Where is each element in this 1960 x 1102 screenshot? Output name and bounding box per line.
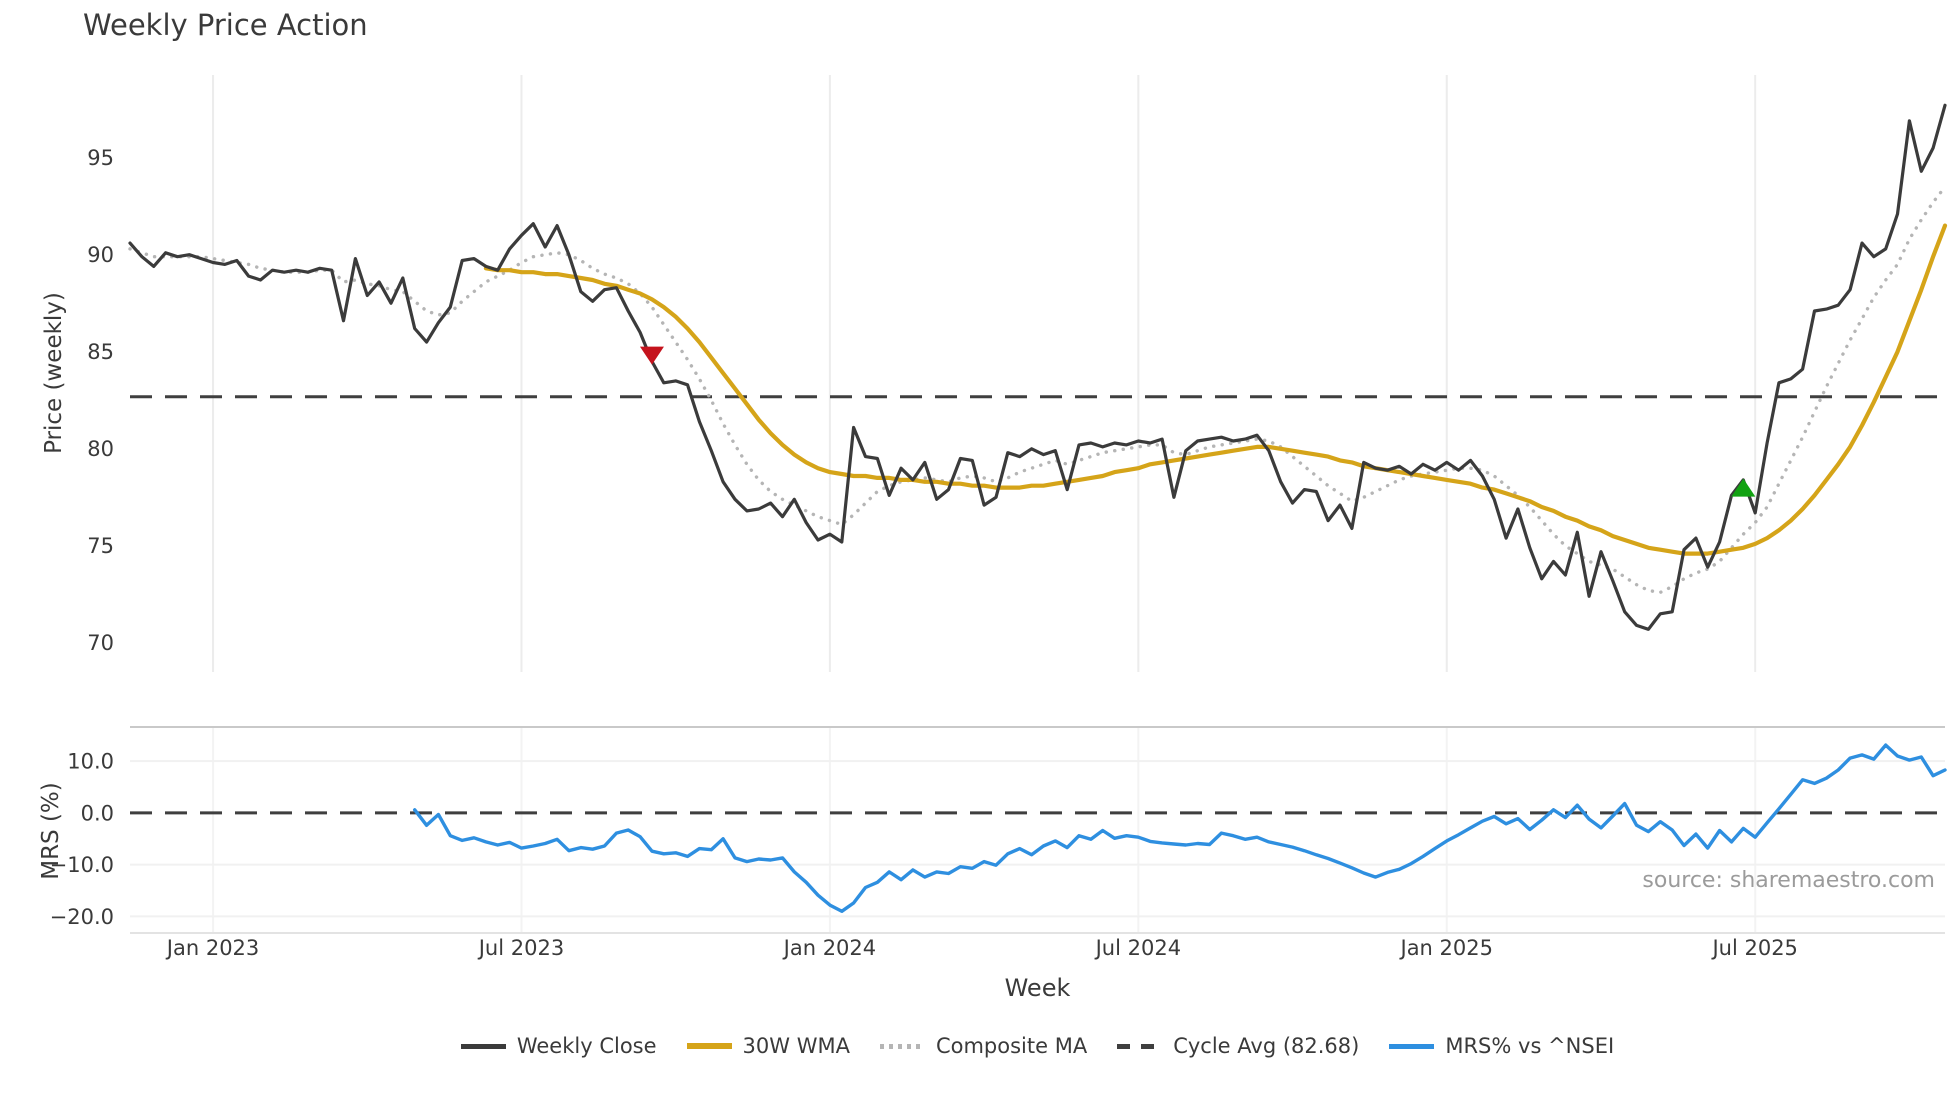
- legend-label: Weekly Close: [516, 1034, 657, 1058]
- legend-label: MRS% vs ^NSEI: [1445, 1034, 1615, 1058]
- mrs-swatch-icon: [1389, 1043, 1435, 1049]
- legend-item-composite-ma: Composite MA: [879, 1034, 1088, 1058]
- weekly-close-swatch-icon: [460, 1043, 506, 1049]
- x-axis-title: Week: [1004, 974, 1071, 1002]
- legend-label: 30W WMA: [742, 1034, 850, 1058]
- page-title: Weekly Price Action: [83, 8, 368, 42]
- legend-item-cycle-avg: Cycle Avg (82.68): [1117, 1034, 1359, 1058]
- legend-label: Cycle Avg (82.68): [1173, 1034, 1360, 1058]
- legend-label: Composite MA: [935, 1034, 1088, 1058]
- price-y-tick-80: 80: [87, 437, 114, 461]
- weekly-close-line: [128, 103, 1947, 631]
- mrs-y-tick-10.0: 10.0: [67, 750, 114, 774]
- price-y-tick-75: 75: [87, 534, 114, 558]
- wma-swatch-icon: [686, 1043, 732, 1049]
- mrs-y-tick-−10.0: −10.0: [50, 853, 114, 877]
- legend-item-30w-wma: 30W WMA: [686, 1034, 850, 1058]
- source-credit: source: sharemaestro.com: [1642, 868, 1935, 893]
- x-tick-Jan 2024: Jan 2024: [782, 936, 877, 960]
- mrs-y-tick-−20.0: −20.0: [50, 905, 114, 929]
- composite-ma-swatch-icon: [879, 1043, 925, 1049]
- legend-item-mrs: MRS% vs ^NSEI: [1389, 1034, 1614, 1058]
- mrs-y-tick-0.0: 0.0: [81, 801, 114, 825]
- price-y-tick-85: 85: [87, 340, 114, 364]
- price-y-tick-70: 70: [87, 631, 114, 655]
- x-tick-Jan 2025: Jan 2025: [1399, 936, 1494, 960]
- buy-marker-icon: [1731, 478, 1756, 497]
- legend-item-weekly-close: Weekly Close: [460, 1034, 657, 1058]
- price-y-tick-95: 95: [87, 146, 114, 170]
- cycle-avg-swatch-icon: [1117, 1043, 1163, 1049]
- sell-marker-icon: [639, 346, 664, 365]
- x-tick-Jan 2023: Jan 2023: [165, 936, 260, 960]
- x-tick-Jul 2023: Jul 2023: [477, 936, 564, 960]
- x-tick-Jul 2024: Jul 2024: [1094, 936, 1181, 960]
- legend: Weekly Close 30W WMA Composite MA Cycle …: [130, 1034, 1945, 1058]
- price-y-tick-90: 90: [87, 243, 114, 267]
- x-tick-Jul 2025: Jul 2025: [1710, 936, 1797, 960]
- mrs-line: [413, 743, 1947, 913]
- composite-ma-line: [128, 185, 1947, 595]
